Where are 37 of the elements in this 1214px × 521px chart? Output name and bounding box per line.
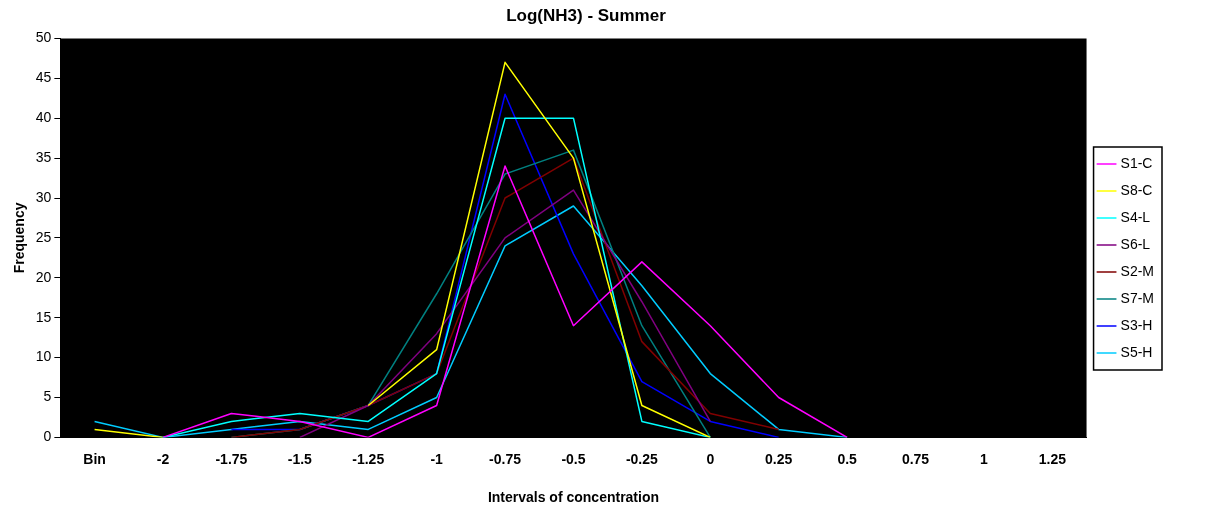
y-tick-label: 40: [35, 109, 52, 126]
legend-label: S3-H: [1120, 316, 1153, 333]
x-tick-label: -0.5: [561, 450, 586, 467]
x-tick-label: 0.5: [837, 450, 858, 467]
x-tick-label: 1.25: [1038, 450, 1067, 467]
y-axis-title: Frequency: [11, 202, 28, 274]
x-tick-label: -1: [430, 450, 444, 467]
x-tick-label: 0.25: [765, 450, 793, 467]
legend-label: S7-M: [1120, 289, 1154, 306]
x-axis-title: Intervals of concentration: [487, 489, 660, 506]
x-tick-label: 0.75: [901, 450, 930, 467]
x-tick-label: 1: [980, 450, 989, 467]
legend-label: S8-C: [1120, 181, 1153, 198]
legend-label: S4-L: [1120, 208, 1151, 225]
x-tick-label: -1.25: [352, 450, 385, 467]
legend-label: S1-C: [1120, 154, 1153, 171]
y-tick-label: 0: [43, 428, 52, 445]
y-tick-label: 15: [35, 308, 52, 325]
y-tick-label: 30: [35, 188, 52, 205]
y-tick-label: 25: [35, 228, 52, 245]
x-tick-label: -1.5: [287, 450, 313, 467]
x-tick-label: -0.75: [489, 450, 522, 467]
chart-title: Log(NH3) - Summer: [506, 5, 667, 25]
y-tick-label: 5: [43, 388, 52, 405]
y-tick-label: 10: [35, 348, 52, 365]
x-tick-label: -1.75: [215, 450, 248, 467]
legend-label: S2-M: [1120, 262, 1154, 279]
y-tick-label: 50: [35, 29, 52, 46]
x-tick-label: -0.25: [625, 450, 659, 467]
y-tick-label: 45: [35, 69, 52, 86]
legend-label: S6-L: [1120, 235, 1151, 252]
y-tick-label: 35: [35, 148, 52, 165]
legend-label: S5-H: [1120, 343, 1153, 360]
y-tick-label: 20: [35, 268, 52, 285]
x-tick-label: -2: [156, 450, 170, 467]
x-tick-label: Bin: [83, 450, 106, 467]
x-tick-label: 0: [706, 450, 715, 467]
